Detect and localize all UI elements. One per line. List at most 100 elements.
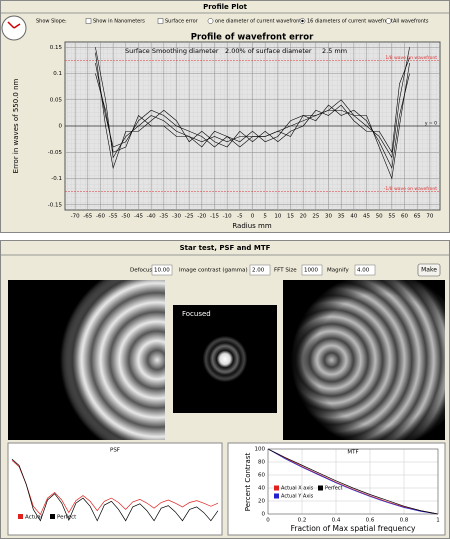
- x-tick-label: -70: [71, 214, 80, 220]
- x-tick-label: -30: [172, 214, 181, 220]
- x-tick-label: 0.8: [400, 518, 409, 524]
- option-label: one diameter of current wavefront: [215, 19, 301, 25]
- x-tick-label: -35: [159, 214, 168, 220]
- x-tick-label: 0.4: [332, 518, 341, 524]
- button[interactable]: [417, 263, 441, 277]
- series-line: [267, 448, 439, 515]
- x-tick-label: -25: [185, 214, 194, 220]
- x-tick-label: 1: [436, 518, 440, 524]
- series-line: [267, 448, 439, 515]
- x-tick-label: 70: [426, 214, 433, 220]
- x-tick-label: 25: [312, 214, 319, 220]
- annotation: 2.00% of surface diameter: [225, 47, 312, 55]
- input-value: 2.00: [252, 268, 265, 274]
- radio[interactable]: [385, 18, 392, 24]
- y-tick-label: 60: [258, 473, 265, 479]
- y-tick-label: 0.1: [53, 71, 62, 77]
- input-box[interactable]: [354, 264, 376, 276]
- image-shade: [283, 280, 445, 440]
- x-tick-label: 60: [401, 214, 408, 220]
- y-tick-label: 0: [262, 512, 266, 518]
- x-tick-label: 30: [325, 214, 332, 220]
- legend-swatch: [18, 514, 23, 519]
- x-tick-label: -20: [197, 214, 206, 220]
- input-value: 10.00: [154, 268, 170, 274]
- option-label: All wavefronts: [393, 19, 429, 25]
- radio[interactable]: [207, 18, 214, 24]
- control-label: Image contrast (gamma): [179, 268, 248, 274]
- option-label: Surface error: [165, 19, 199, 25]
- x-tick-label: -55: [109, 214, 118, 220]
- series-line: [267, 448, 439, 515]
- x-tick-label: 45: [363, 214, 370, 220]
- x-tick-label: -40: [147, 214, 156, 220]
- input-value: 4.00: [357, 268, 370, 274]
- input-value: 1000: [304, 268, 318, 274]
- x-tick-label: 0: [266, 518, 270, 524]
- legend-label: Actual Y Axis: [281, 494, 314, 500]
- checkbox[interactable]: [157, 18, 164, 24]
- y-tick-label: -0.15: [48, 202, 63, 208]
- reference-label: 1/8 wave on wavefront: [385, 55, 437, 61]
- x-tick-label: 0: [251, 214, 255, 220]
- x-tick-label: 0.6: [366, 518, 375, 524]
- x-tick-label: -45: [134, 214, 143, 220]
- panel-title: Profile Plot: [203, 3, 248, 11]
- y-axis-label: Percent Contrast: [244, 453, 252, 512]
- x-tick-label: -65: [83, 214, 92, 220]
- annotation: 2.5 mm: [322, 47, 347, 55]
- compass-needle: [7, 21, 21, 29]
- y-tick-label: 0: [59, 124, 63, 130]
- x-tick-label: 15: [287, 214, 294, 220]
- x-tick-label: 65: [414, 214, 421, 220]
- x-tick-label: 10: [274, 214, 281, 220]
- annotation: Surface Smoothing diameter: [125, 47, 219, 55]
- x-tick-label: -5: [237, 214, 243, 220]
- x-tick-label: 55: [388, 214, 395, 220]
- legend-swatch: [50, 514, 55, 519]
- x-tick-label: 20: [300, 214, 307, 220]
- chart-title: Profile of wavefront error: [191, 33, 314, 43]
- plot-frame: [267, 448, 439, 515]
- control-label: Defocus:: [130, 268, 154, 274]
- x-tick-label: 35: [338, 214, 345, 220]
- legend-label: Actual X axis: [281, 486, 314, 492]
- radio-dot: [301, 19, 304, 23]
- chart-title: PSF: [110, 448, 120, 454]
- x-tick-label: -10: [223, 214, 232, 220]
- y-axis-label: Error in waves of 550.0 nm: [12, 78, 20, 173]
- y-tick-label: 40: [258, 486, 265, 492]
- series-line: [95, 52, 410, 170]
- x-tick-label: 50: [376, 214, 383, 220]
- button-label: Make: [421, 267, 437, 274]
- option-label: Show in Nanometers: [93, 19, 145, 25]
- x-tick-label: -15: [210, 214, 219, 220]
- image-shade: [8, 280, 165, 440]
- series-line: [95, 62, 410, 170]
- y-tick-label: 0.05: [50, 97, 63, 103]
- x-axis-label: Fraction of Max spatial frequency: [291, 524, 416, 533]
- input-box[interactable]: [301, 264, 323, 276]
- input-box[interactable]: [151, 264, 173, 276]
- y-tick-label: 0.15: [50, 45, 63, 51]
- legend-label: Actual: [25, 515, 43, 521]
- input-box[interactable]: [249, 264, 271, 276]
- legend-swatch: [318, 485, 323, 491]
- legend-label: Perfect: [57, 515, 77, 521]
- legend-swatch: [274, 485, 279, 491]
- checkbox[interactable]: [85, 18, 92, 24]
- y-tick-label: 100: [255, 447, 266, 453]
- x-tick-label: 5: [263, 214, 267, 220]
- panel-title: Star test, PSF and MTF: [180, 244, 271, 252]
- focused-image: [173, 305, 277, 413]
- series-line: [11, 460, 219, 516]
- x-tick-label: -60: [96, 214, 105, 220]
- series-line: [95, 62, 410, 180]
- legend-label: Perfect: [325, 486, 343, 492]
- control-label: FFT Size: [274, 268, 297, 274]
- control-label: Magnify: [327, 268, 349, 274]
- x-axis-label: Radius mm: [232, 222, 272, 230]
- option-label: 16 diameters of current wavefront: [307, 19, 393, 25]
- option-label: Show Slope:: [36, 19, 67, 25]
